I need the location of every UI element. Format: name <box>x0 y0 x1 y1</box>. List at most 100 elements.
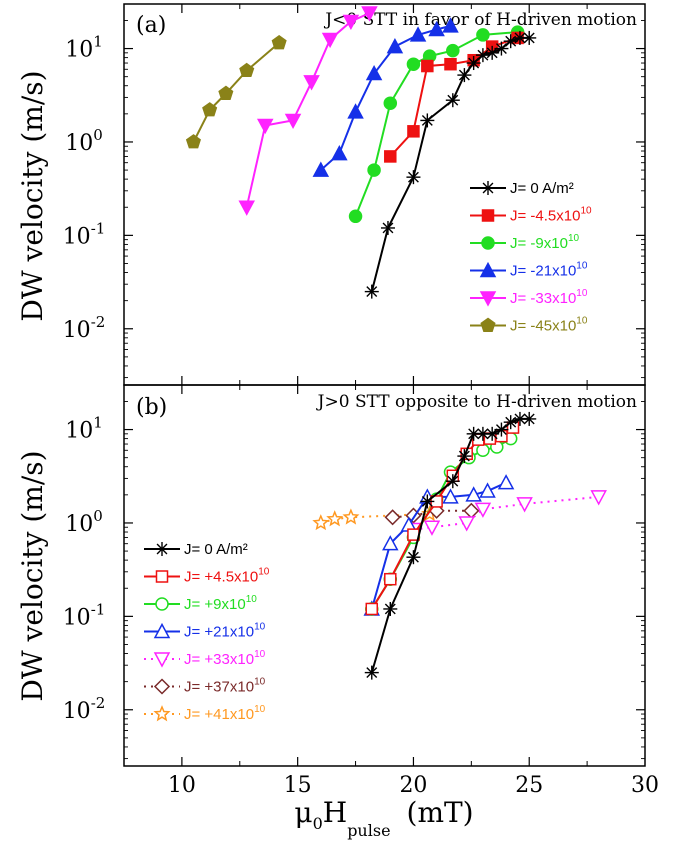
x-tick-label: 20 <box>399 773 427 798</box>
data-point <box>271 34 287 50</box>
data-point <box>382 535 399 551</box>
data-point <box>380 220 395 235</box>
legend-entry: J= 0 A/m² <box>144 541 248 558</box>
series-b-0 <box>364 411 537 680</box>
data-point <box>238 200 255 216</box>
legend-entry: J= +37x1010 <box>144 677 266 696</box>
legend-marker <box>480 317 496 332</box>
legend-label-exp: 10 <box>254 677 266 688</box>
legend-label-text: J= -4.5x10 <box>510 208 580 225</box>
legend-label-exp: 10 <box>576 316 588 327</box>
data-point <box>312 161 330 177</box>
legend-label-text: J= +4.5x10 <box>184 569 258 586</box>
legend-label-text: J= -9x10 <box>510 235 568 252</box>
data-point <box>512 411 527 426</box>
legend-marker <box>481 181 495 195</box>
data-point <box>466 426 481 441</box>
data-point <box>386 38 404 54</box>
legend-label: J= -45x1010 <box>510 316 588 335</box>
y-tick-mantissa: 10 <box>65 419 93 444</box>
data-point <box>442 17 459 33</box>
y-tick-mantissa: 10 <box>65 38 93 63</box>
x-axis-label-sub0: 0 <box>313 814 323 833</box>
legend-label-exp: 10 <box>254 649 266 660</box>
legend-label: J= +9x1010 <box>184 594 257 613</box>
data-point <box>485 426 500 441</box>
legend-label-exp: 10 <box>246 594 258 605</box>
panel-b-letter: (b) <box>136 395 167 420</box>
data-point <box>364 284 379 299</box>
legend-label-text: J= 0 A/m² <box>184 541 248 558</box>
data-point <box>365 64 383 81</box>
data-point <box>442 488 459 504</box>
panel-b-ylabel: DW velocity (m/s) <box>16 450 49 701</box>
legend-label-exp: 10 <box>568 233 580 244</box>
legend-label-exp: 10 <box>576 288 588 299</box>
data-point <box>383 96 398 110</box>
data-point <box>522 30 537 45</box>
data-point <box>331 145 348 161</box>
y-tick-label: 10-2 <box>63 694 106 724</box>
y-tick-mantissa: 10 <box>65 512 93 537</box>
data-point <box>367 163 381 177</box>
legend-marker <box>155 597 169 611</box>
legend-label: J= +21x1010 <box>184 622 266 641</box>
y-tick-label: 100 <box>65 126 103 156</box>
panel-a-ylabel: DW velocity (m/s) <box>16 70 49 321</box>
data-point <box>348 209 363 224</box>
data-point <box>476 443 490 458</box>
panel-b-frame <box>123 384 646 767</box>
data-point <box>409 26 427 42</box>
legend-marker <box>479 261 497 278</box>
legend-label-text: J= +41x10 <box>184 706 254 723</box>
legend-marker <box>153 705 171 722</box>
legend-label: J= 0 A/m² <box>510 180 574 197</box>
legend-entry: J= +21x1010 <box>144 622 266 641</box>
x-tick-label: 10 <box>168 773 196 798</box>
series-a-2 <box>348 25 525 224</box>
legend-label: J= -9x1010 <box>510 233 580 252</box>
series-a-4 <box>238 6 378 216</box>
data-point <box>384 509 401 526</box>
data-point <box>312 514 330 531</box>
legend-label: J= -33x1010 <box>510 288 588 307</box>
y-tick-exponent: 1 <box>93 33 103 51</box>
legend-entry: J= 0 A/m² <box>470 180 574 197</box>
legend-label: J= 0 A/m² <box>184 541 248 558</box>
data-point <box>472 433 485 446</box>
legend-marker <box>155 570 169 583</box>
legend-label-text: J= +9x10 <box>184 596 246 613</box>
data-point <box>444 57 457 71</box>
series-a-5 <box>185 34 287 149</box>
legend-entry: J= +41x1010 <box>144 704 266 723</box>
y-tick-mantissa: 10 <box>63 318 91 343</box>
legend-label: J= -21x1010 <box>510 261 588 280</box>
data-point <box>457 449 472 464</box>
y-tick-mantissa: 10 <box>63 605 91 630</box>
data-point <box>342 508 360 525</box>
data-point <box>445 474 460 489</box>
data-point <box>503 415 518 430</box>
legend-marker <box>153 652 171 668</box>
data-point <box>497 474 515 490</box>
data-point <box>522 411 537 426</box>
data-point <box>494 422 509 437</box>
data-point <box>458 516 475 532</box>
data-point <box>218 85 234 100</box>
y-tick-label: 101 <box>65 414 103 444</box>
data-point <box>364 665 379 680</box>
data-point <box>445 93 460 108</box>
series-b-2 <box>365 431 518 616</box>
legend-marker <box>479 291 497 307</box>
data-point <box>475 48 490 63</box>
y-tick-exponent: -1 <box>91 600 106 618</box>
y-tick-exponent: -2 <box>91 694 106 712</box>
data-point <box>407 125 420 138</box>
legend-entry: J= +33x1010 <box>144 649 266 668</box>
data-point <box>342 14 360 31</box>
legend-label-text: J= -33x10 <box>510 290 576 307</box>
legend-marker <box>153 678 171 695</box>
